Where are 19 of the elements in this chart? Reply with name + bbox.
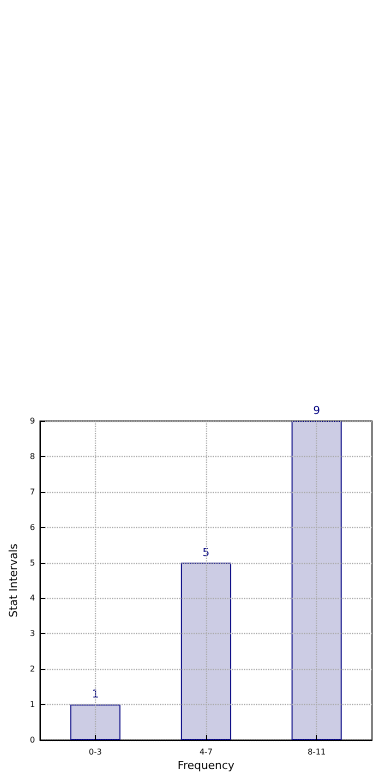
y-tick-label: 1 — [30, 700, 35, 710]
bar — [292, 421, 342, 740]
x-axis-title: Frequency — [178, 759, 235, 772]
y-tick-label: 3 — [30, 629, 35, 638]
y-tick-label: 8 — [30, 452, 35, 461]
x-tick-label: 0-3 — [88, 748, 102, 756]
y-tick-label: 0 — [30, 736, 35, 744]
y-tick-label: 5 — [30, 558, 35, 568]
y-tick-label: 9 — [30, 416, 35, 426]
y-axis-title: Stat Intervals — [7, 543, 20, 618]
data-label: 9 — [313, 404, 320, 417]
y-tick-label: 6 — [30, 522, 35, 532]
x-tick-label: 8-11 — [308, 748, 326, 756]
y-tick-label: 4 — [30, 594, 35, 603]
y-tick-label: 7 — [30, 487, 35, 496]
y-tick-label: 2 — [30, 664, 35, 674]
x-tick-label: 4-7 — [199, 748, 213, 756]
bar — [70, 704, 120, 740]
bar — [180, 562, 232, 740]
